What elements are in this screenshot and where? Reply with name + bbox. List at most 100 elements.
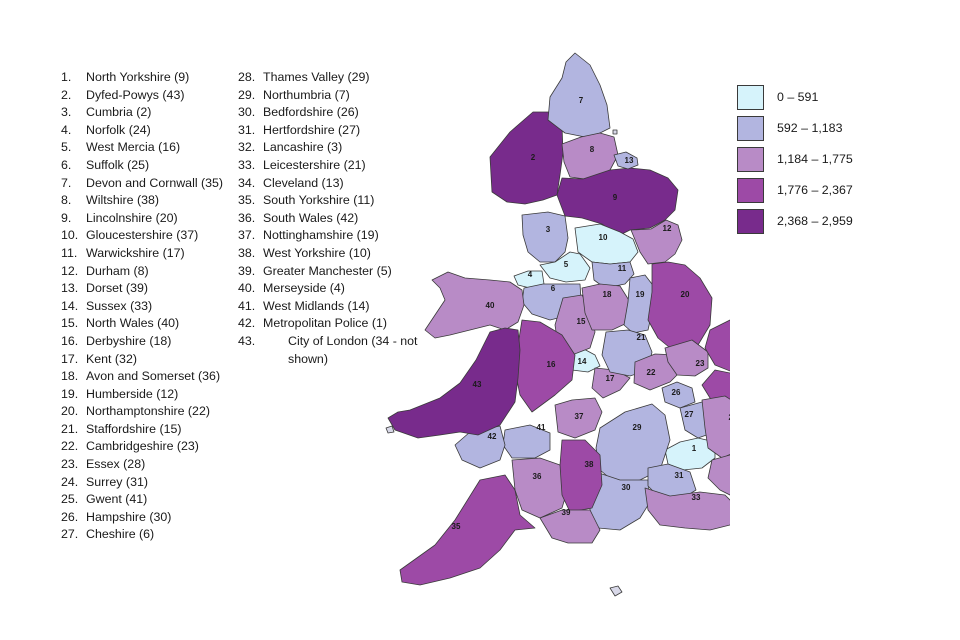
- list-item-label: Cambridgeshire (23): [86, 439, 199, 454]
- list-item-label: Lincolnshire (20): [86, 210, 178, 225]
- list-item: 39. Greater Manchester (5): [238, 263, 408, 281]
- region-number-label: 28: [729, 413, 730, 422]
- region-number-label: 17: [606, 374, 615, 383]
- region-number-label: 38: [585, 460, 594, 469]
- list-item-number: 23.: [61, 457, 79, 472]
- legend-label: 1,184 – 1,775: [777, 152, 853, 166]
- region-number-label: 15: [577, 317, 586, 326]
- list-item-number: 22.: [61, 439, 79, 454]
- list-item-number: 19.: [61, 386, 79, 401]
- island-outline: [385, 425, 395, 434]
- island-outline: [612, 129, 618, 135]
- list-item-label: Warwickshire (17): [86, 245, 185, 260]
- list-item-label: Humberside (12): [86, 386, 179, 401]
- region-area: [707, 454, 730, 496]
- region-number-label: 26: [672, 388, 681, 397]
- list-item-number: 33.: [238, 157, 256, 172]
- list-item: 33. Leicestershire (21): [238, 157, 408, 175]
- list-item: 30. Bedfordshire (26): [238, 104, 408, 122]
- list-item-label: Nottinghamshire (19): [263, 228, 379, 243]
- list-item-number: 26.: [61, 509, 79, 524]
- list-item-number: 1.: [61, 70, 72, 84]
- region-number-label: 16: [547, 360, 556, 369]
- list-item-label: Thames Valley (29): [263, 70, 370, 84]
- list-item-number: 11.: [61, 245, 78, 260]
- list-item: 29. Northumbria (7): [238, 87, 408, 105]
- list-item-label: West Midlands (14): [263, 298, 370, 313]
- region-area: [539, 509, 601, 544]
- list-item: 41. West Midlands (14): [238, 298, 408, 316]
- region-number-label: 30: [622, 483, 631, 492]
- list-item-label: Hertfordshire (27): [263, 122, 361, 137]
- region-area: [644, 487, 730, 531]
- region-area: [556, 167, 679, 237]
- list-item-label: Derbyshire (18): [86, 333, 172, 348]
- region-number-label: 29: [633, 423, 642, 432]
- list-item-label: West Mercia (16): [86, 140, 181, 155]
- list-item-number: 43.: [238, 333, 256, 348]
- region-number-label: 22: [647, 368, 656, 377]
- region-area: [591, 261, 635, 289]
- island-outline: [609, 585, 623, 597]
- list-item-number: 38.: [238, 245, 256, 260]
- list-item-number: 7.: [61, 175, 72, 190]
- list-item: 32. Lancashire (3): [238, 139, 408, 157]
- region-number-label: 19: [636, 290, 645, 299]
- list-item-number: 35.: [238, 193, 256, 208]
- region-number-label: 31: [675, 471, 684, 480]
- legend-label: 1,776 – 2,367: [777, 183, 853, 197]
- region-number-label: 14: [578, 357, 587, 366]
- list-item: 31. Hertfordshire (27): [238, 122, 408, 140]
- list-item-label: Essex (28): [86, 457, 146, 472]
- legend-swatch: [737, 178, 764, 203]
- list-item: 35. South Yorkshire (11): [238, 192, 408, 210]
- list-item-number: 8.: [61, 193, 72, 208]
- list-item-number: 27.: [61, 527, 79, 542]
- list-item-label: Sussex (33): [86, 298, 153, 313]
- region-number-label: 39: [562, 508, 571, 517]
- list-item-number: 29.: [238, 87, 256, 102]
- list-item-label: Dyfed-Powys (43): [86, 87, 185, 102]
- legend-label: 0 – 591: [777, 90, 819, 104]
- list-item-label: Norfolk (24): [86, 122, 151, 137]
- list-item-number: 15.: [61, 316, 79, 331]
- list-item-number: 13.: [61, 281, 79, 296]
- force-list-right: 28. Thames Valley (29) 29. Northumbria (7)…: [238, 69, 418, 368]
- region-area: [559, 439, 603, 513]
- region-area: [489, 111, 564, 205]
- legend-swatch: [737, 209, 764, 234]
- region-area: [454, 425, 506, 469]
- region-number-label: 13: [625, 156, 634, 165]
- region-number-label: 1: [692, 444, 697, 453]
- list-item-number: 41.: [238, 298, 256, 313]
- region-area: [613, 151, 639, 170]
- region-number-label: 3: [546, 225, 551, 234]
- region-area: [539, 251, 591, 283]
- region-area: [623, 274, 656, 334]
- list-item-number: 28.: [238, 70, 256, 84]
- legend-swatch: [737, 85, 764, 110]
- region-area: [511, 457, 569, 519]
- list-item-label: Staffordshire (15): [86, 421, 182, 436]
- list-item-label: Devon and Cornwall (35): [86, 175, 224, 190]
- list-item-label: Northamptonshire (22): [86, 404, 210, 419]
- legend-swatch: [737, 116, 764, 141]
- region-number-label: 23: [696, 359, 705, 368]
- region-number-label: 11: [618, 264, 627, 273]
- region-area: [704, 319, 730, 372]
- legend-swatch: [737, 147, 764, 172]
- list-item-number: 5.: [61, 140, 72, 155]
- list-item-number: 24.: [61, 474, 79, 489]
- region-number-label: 37: [575, 412, 584, 421]
- list-item: 40. Merseyside (4): [238, 280, 408, 298]
- list-item-label: Bedfordshire (26): [263, 105, 359, 120]
- region-number-label: 12: [663, 224, 672, 233]
- list-item-label: North Wales (40): [86, 316, 180, 331]
- list-item-number: 4.: [61, 122, 72, 137]
- list-item-number: 14.: [61, 298, 79, 313]
- region-number-label: 18: [603, 290, 612, 299]
- list-item-number: 20.: [61, 404, 79, 419]
- region-area: [664, 339, 709, 377]
- region-number-label: 8: [590, 145, 595, 154]
- region-area: [554, 397, 603, 439]
